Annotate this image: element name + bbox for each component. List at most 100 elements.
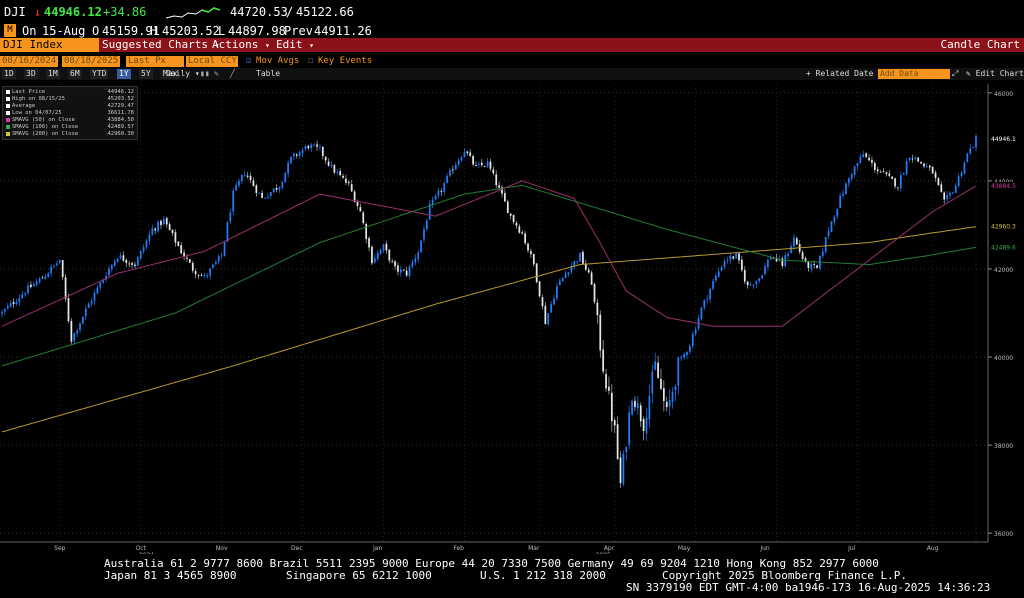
legend-item[interactable]: Average: [6, 103, 35, 109]
candle-body: [41, 277, 44, 279]
range-separator: /: [286, 5, 294, 19]
candle-body: [183, 252, 185, 257]
candle-body: [347, 182, 350, 184]
candle-body: [252, 180, 255, 187]
table-button[interactable]: Table: [256, 69, 281, 78]
timeframe-6m[interactable]: 6M: [68, 69, 82, 79]
candle-body: [634, 400, 636, 408]
security-field[interactable]: DJI Index: [0, 38, 99, 52]
legend-item[interactable]: SMAVG (100) on Close: [6, 124, 78, 130]
x-tick-label: Dec: [291, 545, 303, 552]
timeframe-1m[interactable]: 1M: [46, 69, 60, 79]
candle-body: [885, 172, 888, 175]
candle-body: [241, 174, 243, 182]
mov-avgs-checkbox-icon[interactable]: ☑: [246, 56, 252, 66]
candle-body: [113, 261, 116, 266]
legend-value: 42489.57: [107, 124, 135, 130]
candle-body: [605, 374, 607, 389]
candle-body: [853, 166, 856, 176]
legend-swatch-icon: [6, 89, 10, 94]
candle-body: [683, 354, 685, 358]
edit-menu[interactable]: Edit ▾: [276, 39, 314, 52]
timeframe-5y[interactable]: 5Y: [139, 69, 153, 79]
suggested-charts-menu[interactable]: Suggested Charts ▾: [102, 39, 219, 52]
candle-body: [414, 258, 417, 263]
legend-item[interactable]: SMAVG (50) on Close: [6, 117, 75, 123]
ma-value-label: 43884.5: [991, 183, 1016, 190]
candle-body: [761, 275, 763, 279]
candle-body: [787, 253, 790, 257]
timeframe-max[interactable]: Max: [161, 69, 180, 79]
prev-label: Prev: [284, 24, 313, 38]
ma-value-label: 42960.3: [991, 224, 1016, 231]
timeframe-ytd[interactable]: YTD: [90, 69, 109, 79]
expand-icon[interactable]: ⤢: [952, 69, 959, 78]
start-date-field[interactable]: 08/16/2024: [0, 56, 59, 67]
candle-body: [105, 276, 107, 280]
candle-body: [319, 146, 321, 148]
candle-body: [489, 161, 492, 169]
candle-body: [593, 283, 596, 302]
ma-value-tag: [989, 243, 1023, 252]
actions-menu[interactable]: Actions ▾: [212, 39, 270, 52]
candle-body: [845, 183, 847, 195]
candle-body: [767, 260, 769, 267]
chart-legend[interactable]: Last Price 44946.12 High on 08/15/25 45203.…: [2, 86, 138, 140]
direction-arrow-icon: ↓: [34, 5, 42, 19]
candle-body: [587, 269, 590, 273]
legend-item[interactable]: Low on 04/07/25: [6, 110, 62, 116]
candle-body: [217, 256, 220, 262]
candle-body: [608, 386, 610, 391]
candle-body: [862, 154, 865, 158]
info-icon[interactable]: M: [4, 24, 16, 37]
candle-body: [18, 298, 21, 303]
legend-swatch-icon: [6, 131, 10, 136]
legend-item[interactable]: Last Price: [6, 89, 45, 95]
candle-body: [136, 257, 139, 266]
footer-contact-singapore: Singapore 65 6212 1000: [286, 569, 432, 582]
candle-body: [717, 271, 720, 277]
price-field-select[interactable]: Last Px: [126, 56, 184, 67]
sma-200-line: [1, 226, 977, 433]
candle-chart[interactable]: 460004400042000400003800036000SepOct2024…: [0, 80, 1024, 554]
candle-body: [142, 247, 145, 252]
legend-item[interactable]: SMAVG (200) on Close: [6, 131, 78, 137]
candle-body: [859, 156, 862, 164]
legend-label: SMAVG (200) on Close: [12, 131, 79, 137]
candle-body: [842, 193, 844, 196]
ticker-label[interactable]: DJI: [4, 5, 26, 19]
candle-body: [888, 173, 891, 176]
key-events-checkbox-icon[interactable]: ☐: [308, 56, 314, 66]
candle-body: [350, 184, 353, 192]
line-tool-icon[interactable]: ╱: [230, 69, 235, 78]
candle-body: [821, 251, 824, 257]
end-date-field[interactable]: 08/18/2025: [62, 56, 121, 67]
related-date-menu[interactable]: + Related Date ▾: [806, 69, 883, 78]
candle-body: [582, 251, 584, 264]
timeframe-1y[interactable]: 1Y: [117, 69, 131, 79]
candle-body: [952, 192, 954, 194]
candle-body: [709, 288, 711, 300]
chevron-down-icon: ▾: [309, 41, 314, 50]
candle-body: [478, 163, 480, 165]
timeframe-1d[interactable]: 1D: [2, 69, 16, 79]
candle-body: [660, 379, 662, 389]
x-tick-label: Oct: [136, 545, 147, 552]
edit-chart-button[interactable]: ✎ Edit Chart: [966, 69, 1024, 78]
candle-body: [790, 246, 792, 254]
timeframe-3d[interactable]: 3D: [24, 69, 38, 79]
divider: [0, 52, 1024, 55]
candle-body: [405, 270, 408, 276]
candle-body: [67, 298, 70, 322]
candle-body: [576, 261, 579, 263]
add-data-field[interactable]: Add Data: [878, 69, 950, 79]
periodicity-select[interactable]: Daily ▾: [166, 69, 200, 78]
candle-toggle-icon[interactable]: ▮▮: [200, 69, 210, 78]
legend-item[interactable]: High on 08/15/25: [6, 96, 65, 102]
currency-select[interactable]: Local CCY: [186, 56, 238, 67]
candle-body: [342, 175, 344, 178]
y-tick-label: 36000: [994, 531, 1013, 538]
candle-body: [353, 191, 356, 202]
candle-body: [165, 218, 168, 225]
draw-tool-icon[interactable]: ✎: [214, 69, 219, 78]
